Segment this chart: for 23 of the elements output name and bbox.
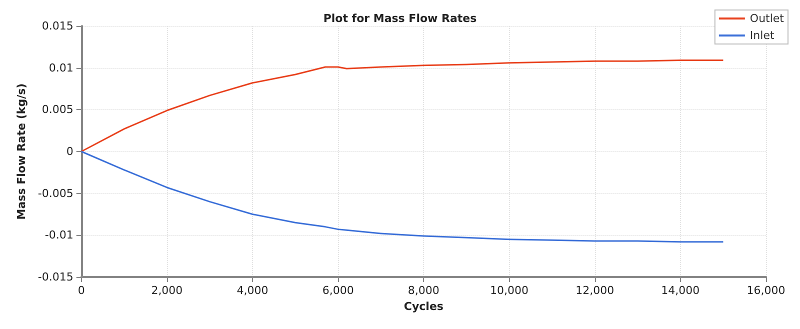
y-tick-label: 0.01 [48,61,74,74]
legend-label: Outlet [750,12,785,25]
line-series [80,150,724,243]
y-axis-title: Mass Flow Rate (kg/s) [15,83,28,220]
x-tick-label: 4,000 [236,284,268,297]
y-tick-label: -0.005 [38,186,74,200]
y-tick-label: -0.01 [44,228,74,242]
x-axis-title: Cycles [404,300,444,313]
x-tick-label: 10,000 [490,284,529,297]
y-tick-label: 0.015 [42,20,74,32]
legend-label: Inlet [750,29,775,42]
chart-title: Plot for Mass Flow Rates [323,12,478,25]
x-tick-label: 6,000 [322,284,354,297]
line-series [80,60,724,152]
y-tick-label: -0.015 [38,270,74,284]
x-tick-label: 0 [78,284,85,297]
x-tick-label: 16,000 [746,284,786,297]
x-tick-label: 8,000 [408,284,440,297]
x-tick-label: 2,000 [151,284,183,297]
x-tick-label: 12,000 [576,284,614,297]
y-tick-label: 0.005 [42,103,74,116]
x-tick-label: 14,000 [661,284,700,297]
y-tick-label: 0 [66,145,74,158]
